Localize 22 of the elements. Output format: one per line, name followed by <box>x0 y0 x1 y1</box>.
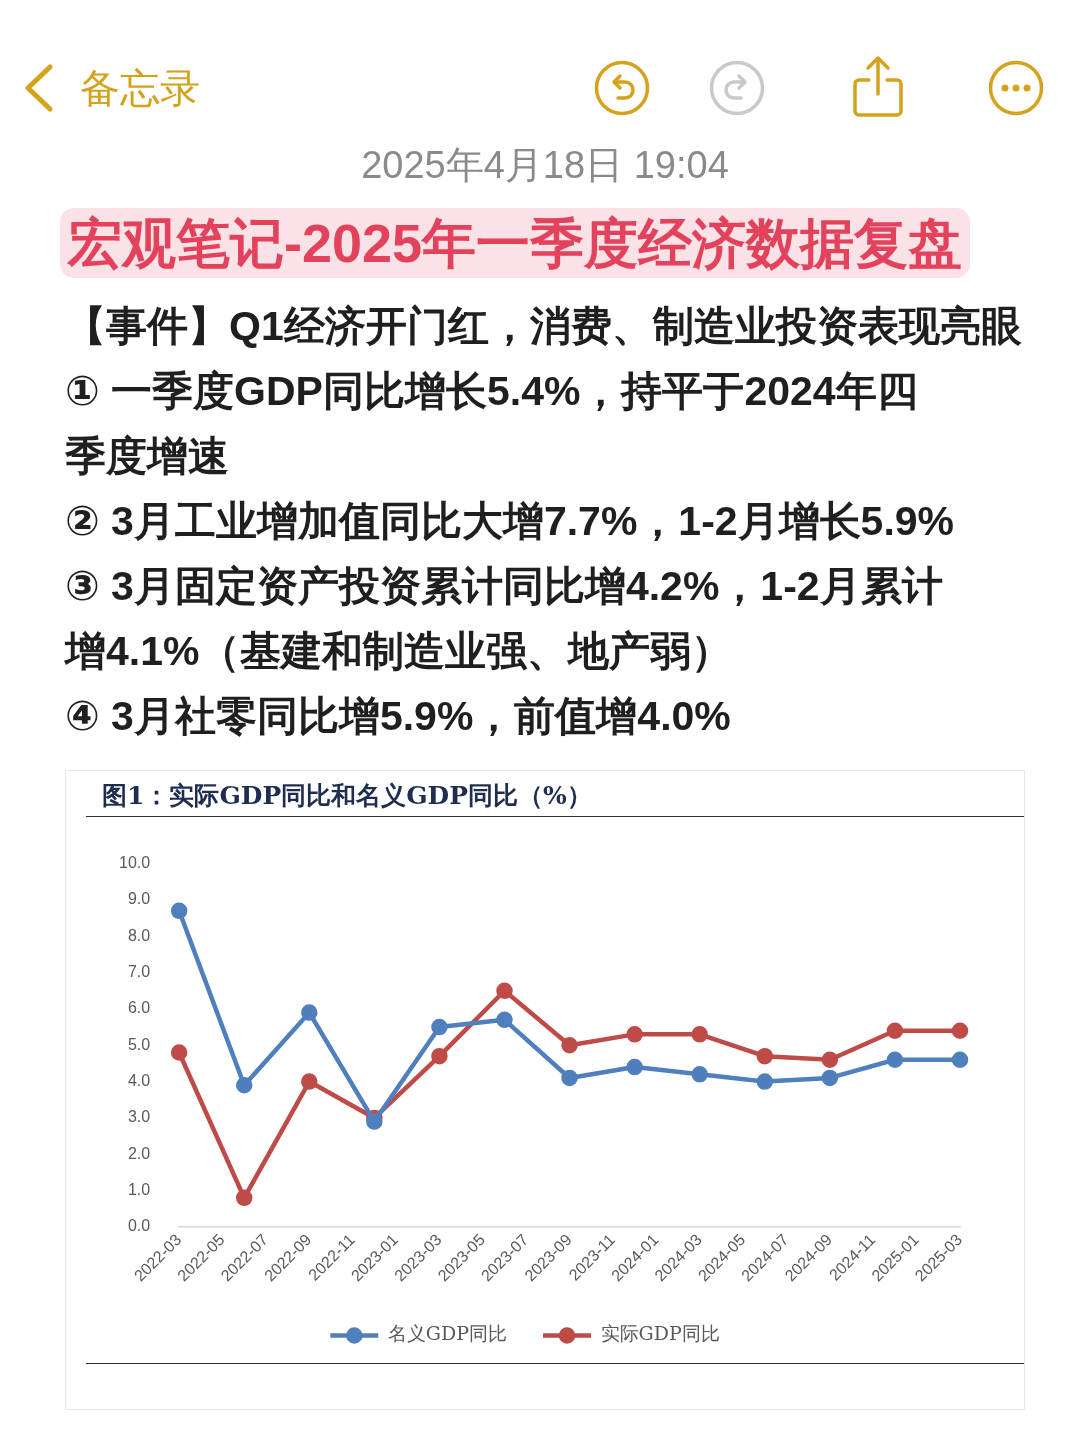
y-tick-label: 1.0 <box>127 1180 151 1198</box>
text: ④ 3月社零同比增5.9%，前值增4.0% <box>65 692 731 741</box>
legend-label: 实际GDP同比 <box>600 1322 720 1345</box>
text: 备忘录 <box>80 65 200 112</box>
legend-label: 名义GDP同比 <box>387 1322 508 1345</box>
y-tick-label: 2.0 <box>127 1144 151 1162</box>
y-tick-label: 0.0 <box>127 1217 151 1235</box>
y-tick-label: 4.0 <box>127 1071 151 1089</box>
text: ② 3月工业增加值同比大增7.7%，1-2月增长5.9% <box>65 497 955 546</box>
text: 宏观笔记-2025年一季度经济数据复盘 <box>60 208 971 278</box>
y-tick-label: 6.0 <box>127 999 151 1017</box>
y-tick-label: 3.0 <box>127 1108 151 1126</box>
text: 2025年4月18日 19:04 <box>360 143 730 188</box>
y-tick-label: 9.0 <box>127 890 151 908</box>
y-tick-label: 5.0 <box>127 1035 151 1053</box>
text: ③ 3月固定资产投资累计同比增4.2%，1-2月累计增4.1%（基建和制造业强、地产弱） <box>65 562 944 676</box>
y-tick-label: 10.0 <box>119 854 151 872</box>
chart-title: 图1：实际GDP同比和名义GDP同比（%） <box>102 780 592 812</box>
y-tick-label: 8.0 <box>127 926 151 944</box>
y-tick-label: 7.0 <box>127 963 151 980</box>
text: ① 一季度GDP同比增长5.4%，持平于2024年四季度增速 <box>65 367 919 481</box>
text: 【事件】Q1经济开门红，消费、制造业投资表现亮眼 <box>65 302 1022 351</box>
